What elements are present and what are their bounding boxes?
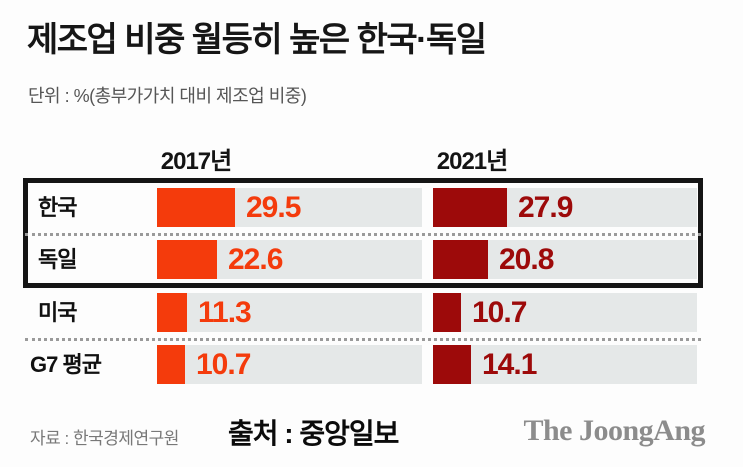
- joongang-logo: The JoongAng: [523, 414, 705, 447]
- bar-value: 10.7: [196, 348, 251, 381]
- row-separator: [25, 338, 701, 341]
- bar-value: 20.8: [499, 243, 554, 276]
- bar-track: [157, 240, 422, 279]
- bar: [157, 188, 235, 227]
- bar-value: 14.1: [482, 348, 537, 381]
- bar-track: [433, 293, 697, 332]
- bar-value: 10.7: [472, 296, 527, 329]
- column-header-2021: 2021년: [436, 148, 508, 175]
- bar: [157, 293, 187, 332]
- data-source-label: 자료 : 한국경제연구원: [30, 429, 179, 448]
- bar-value: 22.6: [228, 243, 283, 276]
- bar: [157, 345, 185, 384]
- bar-value: 11.3: [198, 296, 252, 329]
- bar: [157, 240, 217, 279]
- bar: [433, 240, 488, 279]
- bar-value: 29.5: [246, 191, 301, 224]
- chart-title: 제조업 비중 월등히 높은 한국·독일: [27, 21, 487, 59]
- bar-track: [433, 240, 697, 279]
- bar-track: [433, 345, 697, 384]
- bar: [433, 345, 471, 384]
- bar-track: [433, 188, 697, 227]
- row-separator: [25, 233, 701, 236]
- bar-track: [157, 345, 422, 384]
- unit-note: 단위 : %(총부가가치 대비 제조업 비중): [28, 86, 307, 106]
- credit-label: 출처 : 중앙일보: [228, 418, 399, 449]
- bar-track: [157, 188, 422, 227]
- bar-value: 27.9: [518, 191, 573, 224]
- bar-track: [157, 293, 422, 332]
- row-label: G7 평균: [30, 352, 102, 377]
- bar: [433, 293, 461, 332]
- row-label: 독일: [38, 247, 77, 272]
- column-header-2017: 2017년: [160, 148, 232, 175]
- row-label: 미국: [38, 300, 77, 325]
- row-label: 한국: [38, 195, 77, 220]
- bar: [433, 188, 507, 227]
